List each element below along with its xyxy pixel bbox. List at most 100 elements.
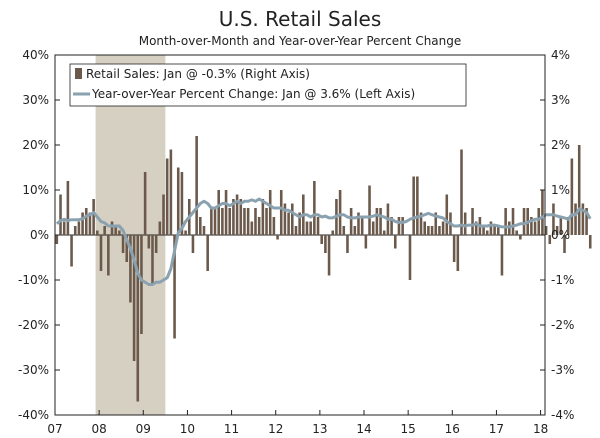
bar [143, 172, 147, 235]
bar [368, 185, 371, 235]
bar [313, 181, 316, 235]
left-tick-label: -30% [18, 363, 49, 377]
left-tick-label: 20% [22, 138, 49, 152]
bar [136, 235, 140, 402]
bar [290, 203, 294, 235]
bar [114, 226, 117, 235]
bar [92, 199, 95, 235]
bar [195, 136, 198, 235]
x-tick-label: 15 [401, 422, 416, 436]
bar [239, 199, 243, 235]
bar [430, 226, 434, 235]
bar [360, 217, 364, 235]
bar [493, 226, 496, 235]
bar [81, 212, 84, 235]
bar [268, 190, 272, 235]
bar [59, 194, 62, 235]
bar [346, 235, 349, 253]
bar [305, 221, 309, 235]
bar [121, 235, 125, 253]
right-tick-label: 4% [551, 48, 570, 62]
x-tick-label: 13 [312, 422, 327, 436]
bar [463, 212, 467, 235]
bar [210, 208, 213, 235]
bar [570, 158, 574, 235]
bar [416, 176, 419, 235]
left-tick-label: 30% [22, 93, 49, 107]
bar [397, 217, 401, 235]
bar [456, 235, 460, 271]
bar [371, 221, 375, 235]
bar [250, 221, 254, 235]
bar [522, 208, 526, 235]
bar [471, 208, 474, 235]
bar [158, 221, 162, 235]
chart-subtitle: Month-over-Month and Year-over-Year Perc… [139, 34, 462, 48]
bar [62, 221, 66, 235]
bar [232, 199, 235, 235]
bar [261, 199, 265, 235]
bar [99, 235, 103, 271]
bar [393, 235, 397, 249]
bar [254, 208, 257, 235]
bar [382, 230, 386, 235]
bar [70, 235, 73, 267]
bar [331, 230, 335, 235]
bar [173, 235, 176, 339]
bar [162, 194, 165, 235]
bar [265, 208, 268, 235]
bar [482, 226, 485, 235]
bar [485, 230, 489, 235]
bar [405, 235, 408, 236]
legend-label-line: Year-over-Year Percent Change: Jan @ 3.6… [91, 87, 415, 101]
bar [530, 217, 533, 235]
bar [504, 208, 507, 235]
bar [379, 208, 382, 235]
bar [151, 235, 154, 285]
right-tick-label: 1% [551, 183, 570, 197]
bar [452, 235, 456, 262]
bar [283, 203, 287, 235]
bar [213, 208, 217, 235]
bar [276, 235, 279, 240]
bar [169, 149, 173, 235]
bar [544, 226, 548, 235]
bar [327, 235, 331, 276]
bar [309, 221, 312, 235]
bar [541, 190, 544, 235]
bar [489, 221, 493, 235]
bar [118, 230, 121, 235]
x-tick-label: 17 [489, 422, 504, 436]
legend: Retail Sales: Jan @ -0.3% (Right Axis) Y… [69, 63, 467, 107]
legend-label-bars: Retail Sales: Jan @ -0.3% (Right Axis) [86, 67, 310, 81]
x-axis-ticks: 07 08 09 10 11 12 13 14 15 16 17 18 [47, 410, 548, 436]
x-tick-label: 09 [136, 422, 151, 436]
left-axis-ticks: 40% 30% 20% 10% 0% -10% -20% -30% -40% [18, 48, 60, 422]
bar [581, 203, 585, 235]
left-tick-label: -20% [18, 318, 49, 332]
bar [515, 230, 518, 235]
bar [110, 221, 114, 235]
bar [184, 230, 187, 235]
bar [577, 145, 581, 235]
x-tick-label: 08 [92, 422, 107, 436]
bar [221, 208, 224, 235]
right-axis-ticks: 4% 3% 2% 1% 0% -1% -2% -3% -4% [540, 48, 574, 422]
bar [316, 217, 320, 235]
bar [408, 235, 412, 280]
x-tick-label: 07 [47, 422, 62, 436]
x-tick-label: 12 [268, 422, 283, 436]
bar [375, 208, 379, 235]
bar [460, 149, 463, 235]
bar [445, 194, 449, 235]
bar [401, 217, 404, 235]
bar [235, 194, 239, 235]
right-tick-label: 0% [551, 228, 570, 242]
bar [423, 221, 426, 235]
bar [559, 217, 563, 235]
bar [257, 217, 261, 235]
chart-title: U.S. Retail Sales [219, 7, 382, 31]
bar [552, 203, 555, 235]
bar [228, 208, 232, 235]
legend-box [69, 63, 467, 107]
